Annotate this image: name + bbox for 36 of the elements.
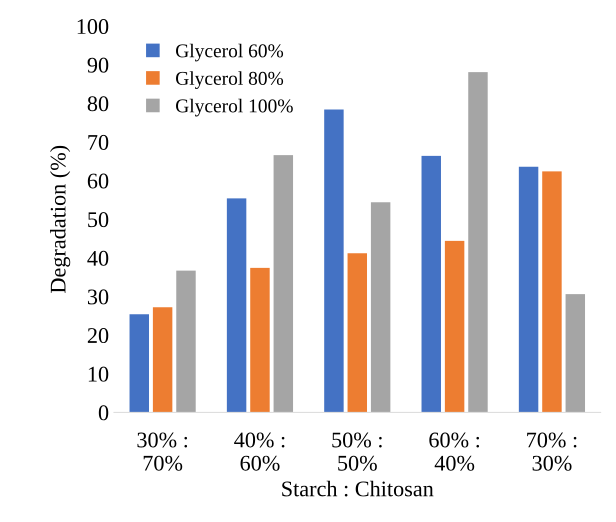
- y-tick-label: 70: [88, 134, 108, 150]
- bar: [518, 166, 538, 412]
- bar: [176, 270, 196, 412]
- x-axis-title: Starch : Chitosan: [282, 480, 434, 497]
- y-tick-label: 80: [88, 96, 108, 112]
- bar: [250, 268, 270, 412]
- bar: [324, 110, 344, 412]
- bar: [274, 155, 294, 412]
- y-tick-label: 40: [87, 250, 108, 266]
- legend-label: Glycerol 80%: [176, 71, 284, 89]
- y-tick-label: 50: [88, 212, 108, 228]
- bar: [444, 240, 464, 412]
- bar: [130, 314, 149, 412]
- legend-label: Glycerol 100%: [176, 98, 293, 116]
- x-tick-label: 70% : 30%: [527, 432, 576, 471]
- x-tick-label: 40% : 60%: [234, 432, 284, 471]
- bar: [370, 202, 390, 412]
- bar: [542, 171, 562, 412]
- bar: [468, 72, 488, 412]
- bar: [566, 294, 586, 412]
- bar: [226, 198, 246, 412]
- x-tick-label: 30% : 70%: [137, 432, 188, 471]
- x-tick-label: 60% : 40%: [429, 432, 480, 471]
- y-tick-label: 10: [88, 366, 108, 382]
- legend-label: Glycerol 60%: [176, 44, 284, 62]
- y-axis-title: Degradation (%): [50, 146, 70, 293]
- bar: [348, 253, 368, 412]
- y-tick-label: 90: [88, 58, 108, 73]
- bar: [152, 307, 172, 412]
- y-tick-label: 100: [78, 19, 108, 34]
- x-tick-label: 50% : 50%: [332, 432, 382, 471]
- y-tick-label: 30: [88, 289, 108, 304]
- y-tick-label: 20: [88, 328, 108, 344]
- y-tick-label: 60: [88, 174, 108, 189]
- y-tick-label: 0: [98, 405, 108, 420]
- bar: [422, 156, 441, 412]
